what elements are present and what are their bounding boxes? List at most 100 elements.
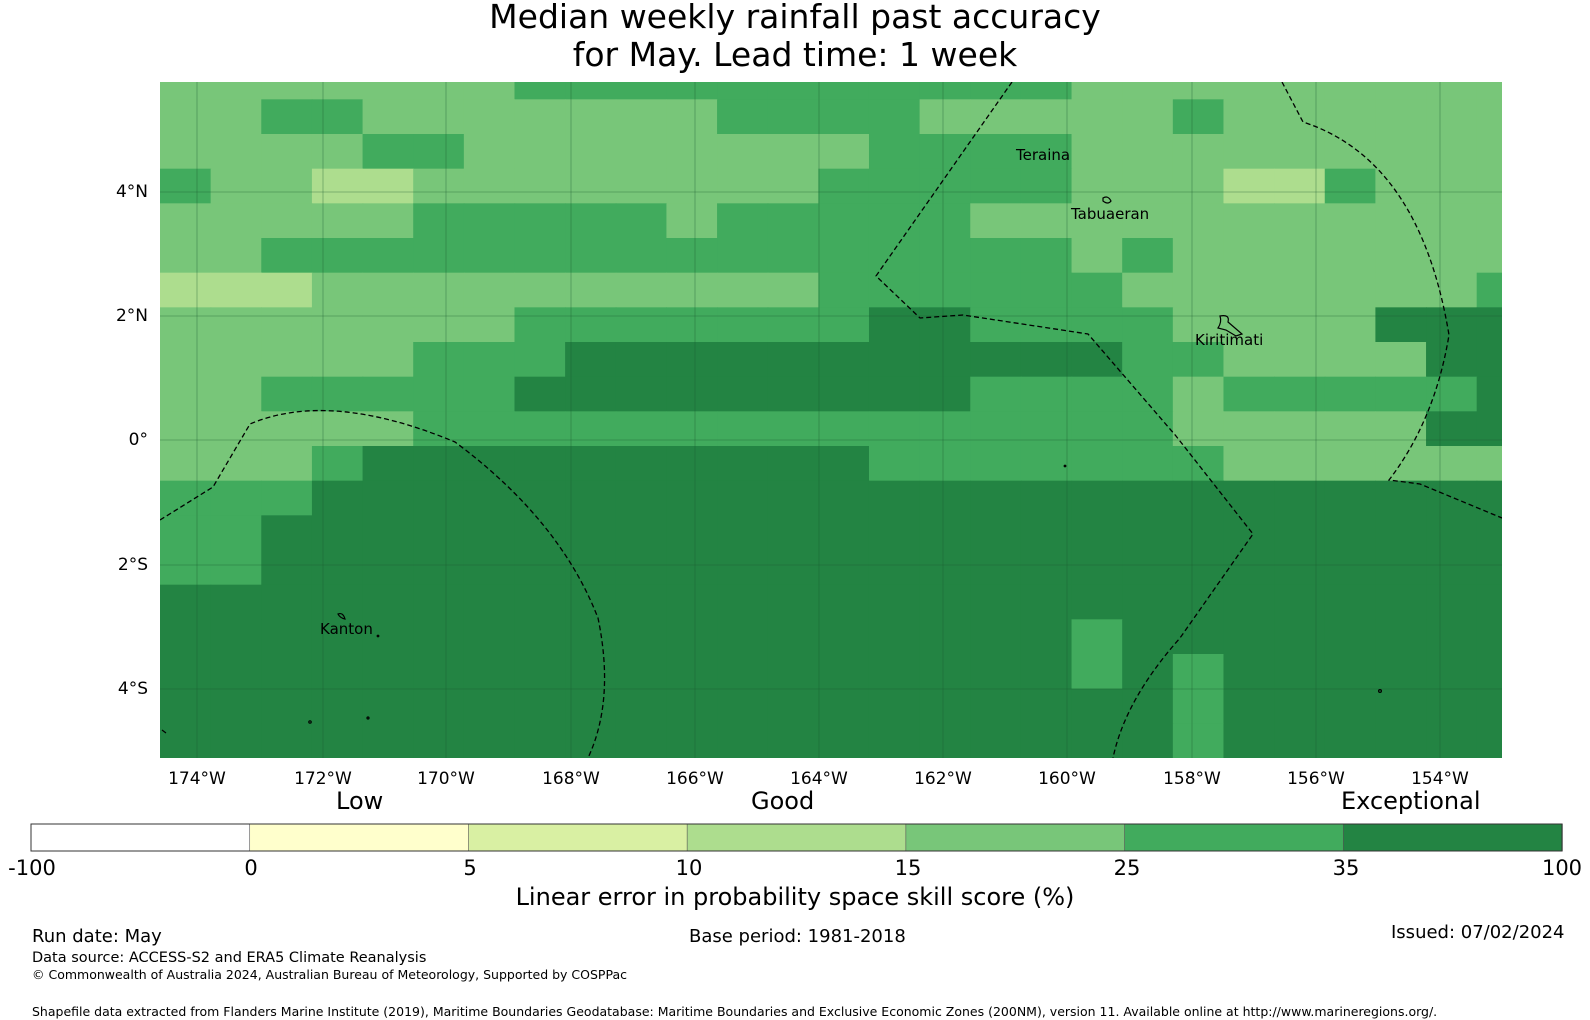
grid-cell xyxy=(869,966,920,1001)
grid-cell xyxy=(413,480,465,516)
grid-cell xyxy=(514,723,566,758)
grid-cell xyxy=(160,307,212,343)
grid-cell xyxy=(362,134,414,170)
grid-cell xyxy=(666,82,718,100)
grid-cell xyxy=(666,238,718,274)
grid-cell xyxy=(1274,168,1326,204)
issued-date: Issued: 07/02/2024 xyxy=(1391,922,1565,943)
grid-cell xyxy=(1324,619,1376,655)
grid-cell xyxy=(210,688,262,724)
grid-cell xyxy=(1274,411,1326,447)
grid-cell xyxy=(1375,550,1427,586)
grid-cell xyxy=(210,550,262,586)
eez-boundary-phoenix xyxy=(160,409,606,758)
grid-cell xyxy=(767,238,819,274)
grid-cell xyxy=(514,82,566,100)
grid-cell xyxy=(1375,82,1427,100)
grid-cell xyxy=(920,966,971,1001)
grid-cell xyxy=(1223,342,1275,378)
grid-cell xyxy=(1021,966,1072,1001)
colorbar-tick--100: -100 xyxy=(8,856,56,880)
grid-cell xyxy=(1324,342,1376,378)
grid-cell xyxy=(818,99,870,135)
grid-cell xyxy=(666,272,718,308)
grid-cell xyxy=(1122,515,1174,551)
grid-cell xyxy=(970,376,1022,412)
grid-cell xyxy=(616,931,667,966)
grid-cell xyxy=(413,619,465,655)
lon-label-174w: 174°W xyxy=(168,769,226,789)
grid-cell xyxy=(1122,238,1174,274)
grid-cell xyxy=(362,619,414,655)
grid-cell xyxy=(1122,307,1174,343)
grid-cell xyxy=(868,307,921,343)
grid-cell xyxy=(1020,82,1073,100)
grid-cell xyxy=(261,238,313,274)
grid-cell xyxy=(818,723,870,758)
grid-cell xyxy=(1223,584,1275,620)
grid-cell xyxy=(1527,377,1578,412)
grid-cell xyxy=(1274,619,1326,655)
grid-cell xyxy=(160,411,212,447)
grid-cell xyxy=(514,411,566,447)
grid-cell xyxy=(615,99,668,135)
grid-cell xyxy=(261,619,313,655)
colorbar-tick-0: 0 xyxy=(244,856,258,880)
grid-cell xyxy=(1122,203,1174,239)
grid-cell xyxy=(413,82,465,100)
grid-cell xyxy=(1527,99,1578,134)
grid-cell xyxy=(1527,619,1578,654)
grid-cell xyxy=(1527,238,1578,273)
grid-cell xyxy=(1274,272,1326,308)
grid-cell xyxy=(1426,82,1478,100)
grid-cell xyxy=(311,688,364,724)
legend-category-good: Good xyxy=(751,787,815,815)
grid-cell xyxy=(615,411,668,447)
grid-cell xyxy=(1122,272,1174,308)
grid-cell xyxy=(1172,446,1225,482)
grid-cell xyxy=(413,376,465,412)
grid-cell xyxy=(160,168,212,204)
grid-cell xyxy=(1476,619,1502,655)
grid-cell xyxy=(565,584,617,620)
grid-cell xyxy=(717,168,769,204)
grid-cell xyxy=(210,134,262,170)
grid-cell xyxy=(261,307,313,343)
grid-cell xyxy=(717,134,769,170)
grid-cell xyxy=(1122,654,1174,690)
copyright: © Commonwealth of Australia 2024, Austra… xyxy=(32,967,627,982)
grid-cell xyxy=(919,411,971,447)
grid-cell xyxy=(1325,931,1376,966)
map-title: Median weekly rainfall past accuracy for… xyxy=(0,0,1590,74)
grid-cell xyxy=(261,342,313,378)
grid-cell xyxy=(210,654,262,690)
grid-cell xyxy=(1122,446,1174,482)
grid-cell xyxy=(1324,480,1376,516)
grid-cell xyxy=(362,168,414,204)
grid-cell xyxy=(1426,723,1478,758)
grid-cell xyxy=(160,446,212,482)
grid-cell xyxy=(1223,619,1275,655)
grid-cell xyxy=(261,272,313,308)
grid-cell xyxy=(210,307,262,343)
grid-cell xyxy=(615,307,668,343)
grid-cell xyxy=(1274,203,1326,239)
grid-cell xyxy=(868,446,921,482)
grid-cell xyxy=(767,203,819,239)
grid-cell xyxy=(1223,82,1275,100)
grid-cell xyxy=(1021,931,1072,966)
grid-cell xyxy=(1527,758,1578,793)
grid-cell xyxy=(1223,654,1275,690)
grid-cell xyxy=(463,584,516,620)
grid-cell xyxy=(160,654,212,690)
colorbar-tick-10: 10 xyxy=(675,856,703,880)
grid-cell xyxy=(1274,480,1326,516)
grid-cell xyxy=(1223,723,1275,758)
grid-cell xyxy=(1527,203,1578,238)
grid-cell xyxy=(311,376,364,412)
grid-cell xyxy=(615,723,668,758)
grid-cell xyxy=(919,203,971,239)
grid-cell xyxy=(767,723,819,758)
grid-cell xyxy=(1324,168,1376,204)
grid-cell xyxy=(1172,584,1225,620)
